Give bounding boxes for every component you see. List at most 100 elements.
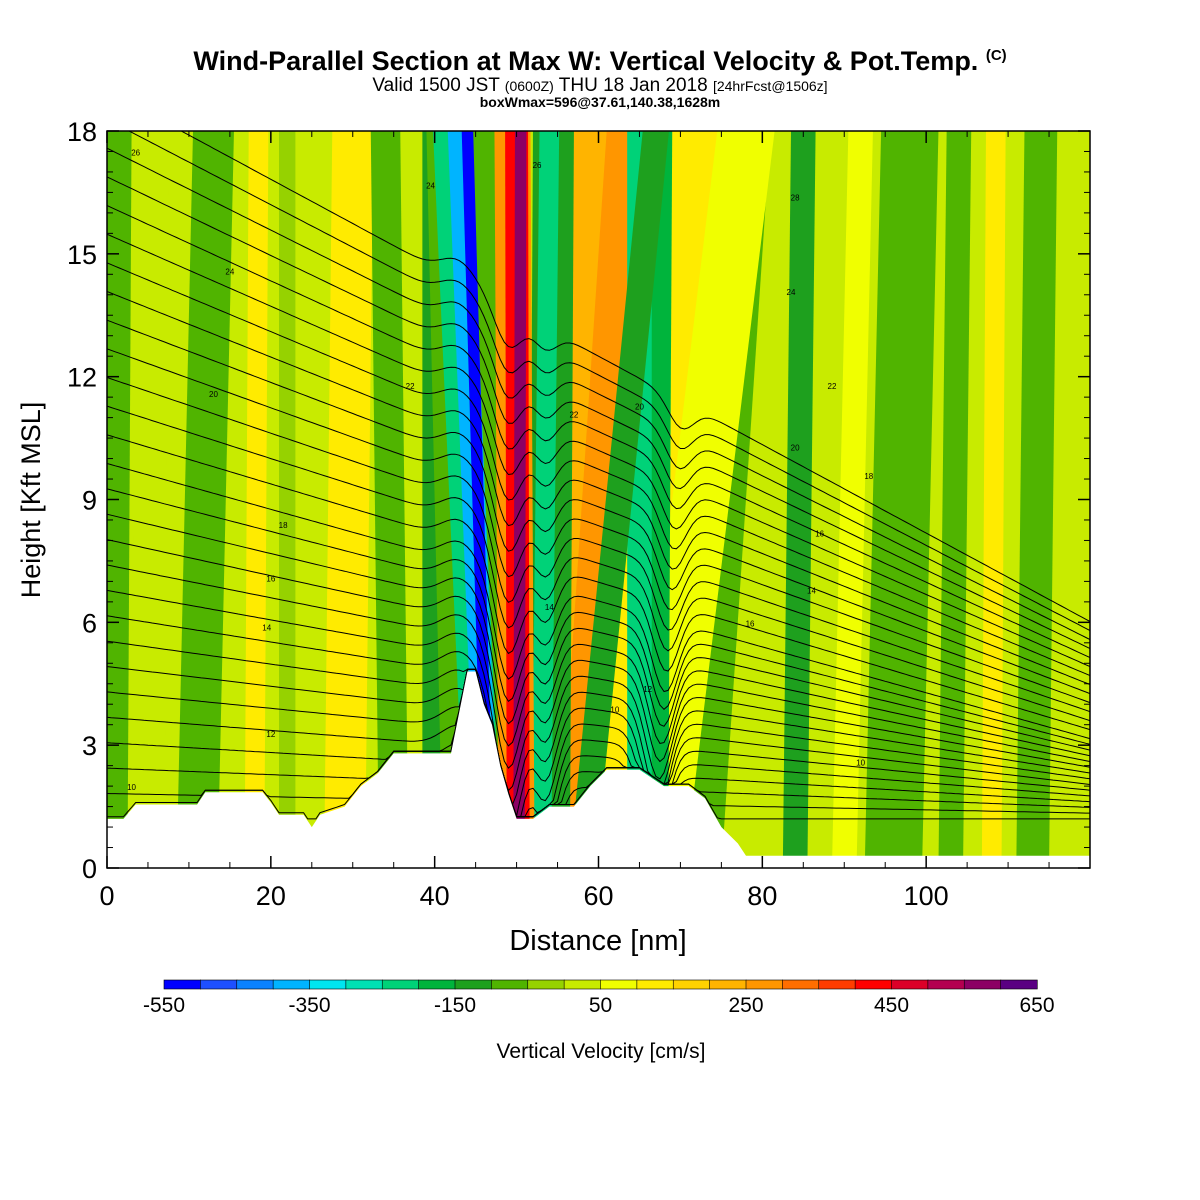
theta-contour-8	[107, 615, 1090, 806]
velocity-stripe-19	[557, 131, 640, 868]
x-tick-label-20: 20	[256, 881, 286, 911]
velocity-stripe-22	[569, 131, 669, 868]
colorbar-swatch-18	[818, 979, 856, 990]
theta-label-7: 24	[225, 267, 234, 276]
velocity-stripe-14	[1016, 131, 1058, 868]
theta-contour-26	[127, 131, 1090, 631]
copyright-mark: (C)	[985, 47, 1007, 64]
colorbar-swatch-10	[527, 979, 565, 990]
axes: 0 20 40 60 80 100 0 3 6 9 12 15 18	[67, 117, 1090, 911]
theta-contour-5	[107, 668, 1090, 818]
colorbar-swatch-12	[600, 979, 638, 990]
x-tick-label-80: 80	[747, 881, 777, 911]
theta-contour-10	[107, 564, 1090, 769]
theta-contour-6	[107, 666, 1090, 818]
y-tick-label-15: 15	[67, 240, 97, 270]
theta-contour-22	[107, 233, 1090, 668]
theta-contour-24	[107, 176, 1090, 649]
theta-label-22: 10	[856, 759, 865, 768]
x-tick-label-100: 100	[904, 881, 949, 911]
colorbar-swatch-14	[672, 979, 711, 990]
theta-contour-11	[107, 539, 1090, 757]
theta-contour-13	[107, 488, 1090, 745]
colorbar-swatch-17	[782, 979, 820, 990]
colorbar-tick-label-0: -550	[143, 994, 185, 1017]
valid-time: Valid 1500 JST (0600Z) THU 18 Jan 2018 […	[0, 75, 1200, 96]
theta-label-9: 26	[131, 149, 140, 158]
colorbar-swatch-23	[1000, 979, 1038, 990]
y-tick-label-12: 12	[67, 363, 97, 393]
chart-titles: Wind-Parallel Section at Max W: Vertical…	[0, 40, 1200, 109]
colorbar-swatch-1	[200, 979, 238, 990]
colorbar-swatch-21	[927, 979, 965, 990]
theta-contour-9	[107, 589, 1090, 792]
theta-contour-12	[107, 513, 1090, 751]
colorbar-swatch-22	[963, 979, 1002, 990]
theta-contours: 10 12 14 16 18 20 22 24 24 26 26 28 24 22 20 22 20 18 16 14…	[107, 131, 1090, 820]
theta-label-6: 22	[406, 382, 415, 391]
colorbar-swatch-20	[891, 979, 929, 990]
y-axis-label: Height [Kft MSL]	[16, 402, 46, 599]
theta-contour-23	[107, 205, 1090, 658]
theta-label-1: 12	[266, 730, 275, 739]
colorbar-swatch-5	[345, 979, 383, 990]
colorbar-swatch-4	[309, 979, 347, 990]
theta-contour-20	[107, 291, 1090, 686]
colorbar: -550 -350 -150 50 250 450 650	[143, 979, 1055, 1017]
forecast-info: [24hrFcst@1506z]	[712, 78, 828, 94]
title-main: Wind-Parallel Section at Max W: Vertical…	[193, 46, 979, 76]
terrain	[107, 671, 1090, 868]
velocity-stripe-9	[782, 131, 816, 868]
theta-label-18: 16	[815, 529, 824, 538]
theta-contour-21	[107, 262, 1090, 677]
colorbar-swatch-0	[163, 979, 201, 990]
theta-label-2: 14	[262, 624, 271, 633]
theta-contour-4	[107, 668, 1090, 818]
colorbar-swatch-3	[272, 979, 311, 990]
valid-suffix: THU 18 Jan 2018	[558, 75, 708, 96]
velocity-stripe-2	[176, 131, 234, 868]
x-tick-label-40: 40	[420, 881, 450, 911]
theta-label-12: 24	[787, 288, 796, 297]
theta-label-11: 28	[791, 194, 800, 203]
theta-contour-15	[107, 434, 1090, 731]
theta-label-23: 14	[545, 603, 554, 612]
velocity-stripe-13	[981, 131, 1006, 868]
velocity-stripe-5	[324, 131, 374, 868]
colorbar-tick-label-1: -350	[288, 994, 330, 1017]
theta-label-21: 10	[610, 705, 619, 714]
colorbar-swatch-16	[745, 979, 783, 990]
chart-title: Wind-Parallel Section at Max W: Vertical…	[0, 40, 1200, 77]
colorbar-swatch-6	[381, 979, 420, 990]
theta-label-4: 18	[279, 521, 288, 530]
y-tick-label-18: 18	[67, 117, 97, 147]
theta-contour-14	[107, 463, 1090, 740]
colorbar-tick-label-5: 450	[874, 994, 909, 1017]
y-tick-label-3: 3	[82, 731, 97, 761]
theta-label-24: 12	[643, 685, 652, 694]
y-tick-label-6: 6	[82, 608, 97, 638]
theta-label-8: 24	[426, 181, 435, 190]
theta-contour-17	[107, 377, 1090, 713]
x-axis-label: Distance [nm]	[509, 925, 686, 957]
colorbar-swatch-13	[636, 979, 674, 990]
colorbar-swatch-15	[709, 979, 747, 990]
theta-label-10: 26	[533, 161, 542, 170]
colorbar-swatch-11	[563, 979, 602, 990]
colorbar-tick-label-4: 250	[728, 994, 763, 1017]
theta-label-17: 18	[864, 472, 873, 481]
theta-contour-3	[107, 668, 1090, 818]
velocity-stripe-24	[531, 131, 560, 868]
x-tick-label-0: 0	[99, 881, 114, 911]
colorbar-swatch-7	[418, 979, 456, 990]
theta-contour-18	[107, 348, 1090, 704]
colorbar-swatch-9	[491, 979, 529, 990]
velocity-stripe-11	[864, 131, 939, 868]
y-tick-label-0: 0	[82, 854, 97, 884]
velocity-stripe-30	[513, 131, 527, 868]
box-info: boxWmax=596@37.61,140.38,1628m	[479, 94, 721, 110]
colorbar-tick-label-3: 50	[589, 994, 612, 1017]
theta-contour-27	[180, 131, 1090, 622]
velocity-stripe-6	[370, 131, 409, 868]
